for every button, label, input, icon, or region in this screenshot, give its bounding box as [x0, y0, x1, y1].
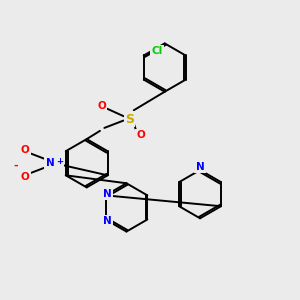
Text: O: O: [137, 130, 146, 140]
Text: O: O: [20, 145, 29, 155]
Text: -: -: [14, 161, 18, 171]
Text: O: O: [97, 101, 106, 111]
Text: Cl: Cl: [152, 46, 163, 56]
Text: S: S: [125, 112, 134, 126]
Text: +: +: [56, 157, 63, 166]
Text: N: N: [196, 162, 204, 172]
Text: N: N: [103, 216, 111, 226]
Text: N: N: [46, 158, 54, 168]
Text: O: O: [20, 172, 29, 182]
Text: N: N: [103, 189, 111, 199]
